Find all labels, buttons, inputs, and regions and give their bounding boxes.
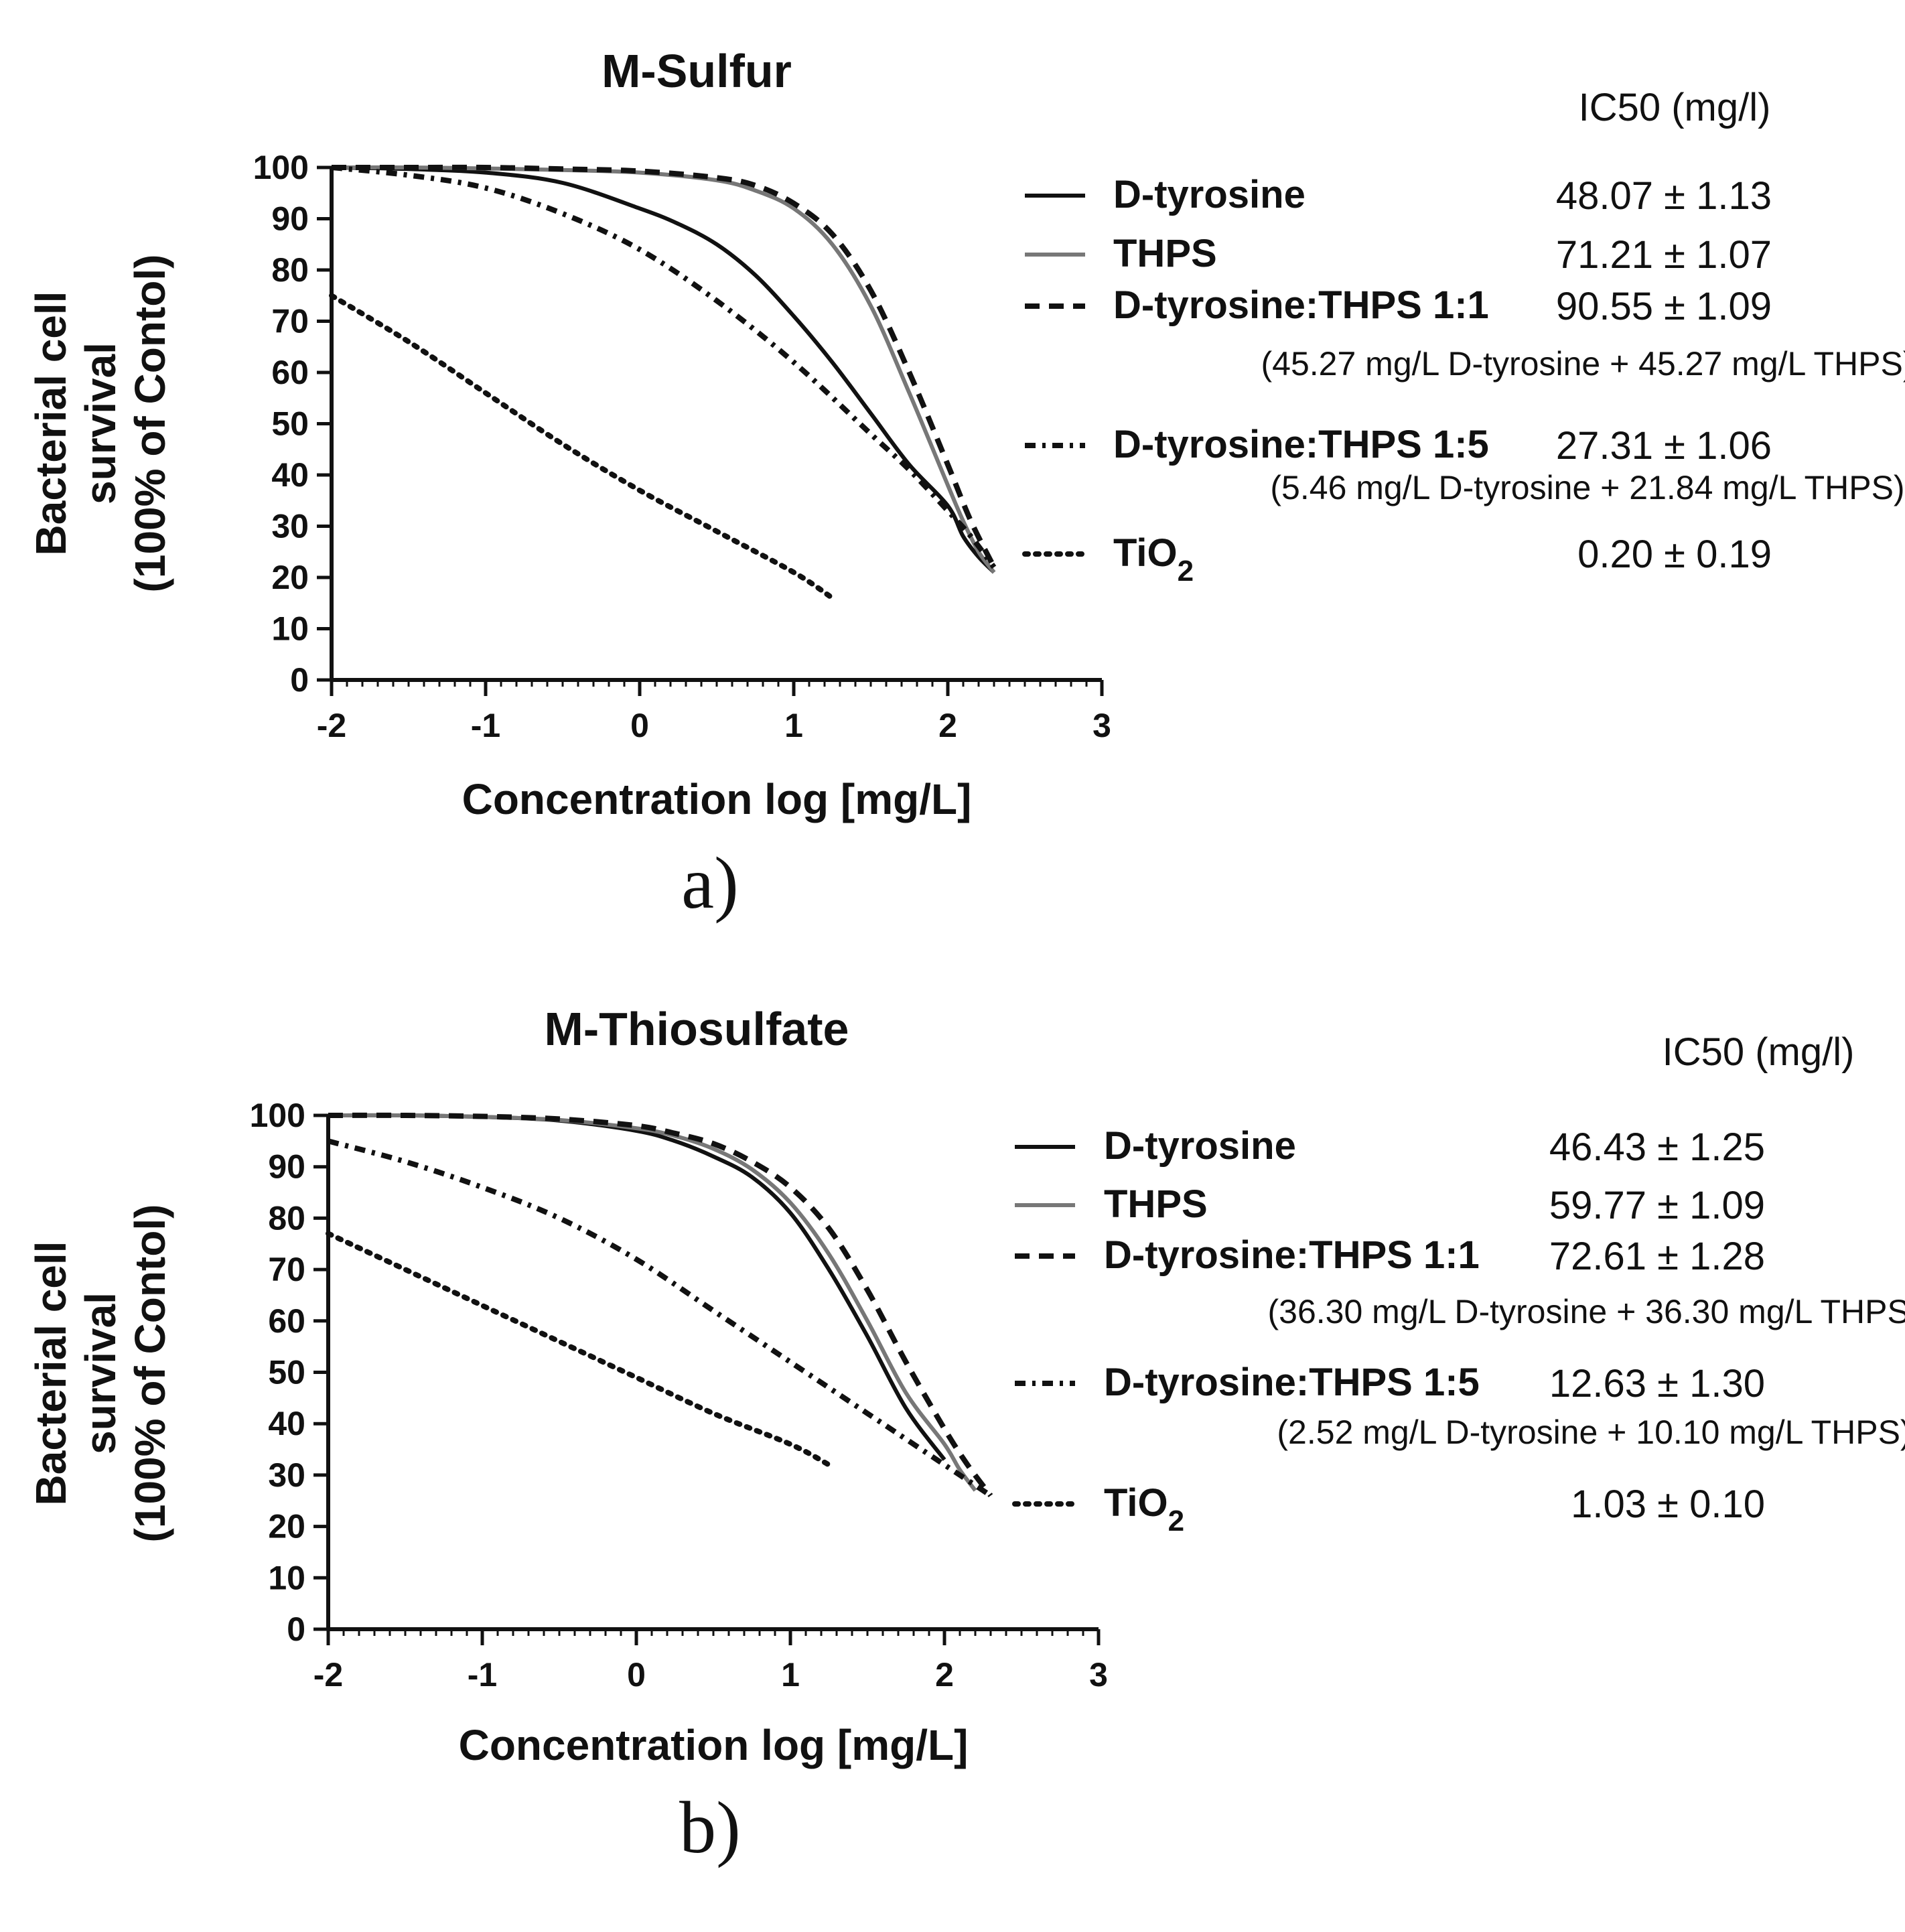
y-tick-label: 0 [287, 1610, 305, 1648]
x-tick-label: -1 [468, 1656, 497, 1694]
x-tick-label: 1 [784, 707, 803, 744]
y-tick-label: 50 [271, 405, 309, 443]
y-tick-label: 100 [250, 1097, 305, 1134]
x-axis-label: Concentration log [mg/L] [459, 1721, 969, 1769]
legend-label: D-tyrosine [1113, 173, 1306, 216]
y-tick-label: 70 [271, 303, 309, 340]
ic50-value: 1.03 ± 0.10 [1571, 1482, 1765, 1526]
y-tick-label: 100 [253, 149, 309, 186]
ic50-value: 71.21 ± 1.07 [1556, 233, 1772, 277]
x-tick-label: 3 [1089, 1656, 1108, 1694]
series-line-2 [331, 164, 997, 569]
x-tick-label: -2 [317, 707, 346, 744]
x-tick-label: 0 [627, 1656, 646, 1694]
legend-composition: (5.46 mg/L D-tyrosine + 21.84 mg/L THPS) [1270, 469, 1904, 506]
ic50-value: 0.20 ± 0.19 [1577, 533, 1772, 576]
series-line-4 [326, 1231, 832, 1468]
ic50-header: IC50 (mg/l) [1663, 1030, 1855, 1074]
y-tick-label: 10 [271, 610, 309, 648]
y-tick-label: 40 [271, 456, 309, 494]
x-tick-label: 2 [938, 707, 957, 744]
legend-label: D-tyrosine:THPS 1:5 [1113, 423, 1489, 466]
y-tick-label: 0 [290, 661, 309, 699]
ic50-value: 48.07 ± 1.13 [1556, 174, 1772, 218]
series-line-3 [331, 165, 997, 569]
y-tick-label: 90 [268, 1148, 305, 1186]
y-axis-label-line: (100% of Contol) [126, 1204, 174, 1543]
legend-label-subscript: 2 [1178, 555, 1194, 588]
y-tick-label: 80 [271, 251, 309, 289]
legend-label-subscript: 2 [1168, 1505, 1184, 1537]
legend-composition: (2.52 mg/L D-tyrosine + 10.10 mg/L THPS) [1277, 1413, 1905, 1451]
y-tick-label: 20 [268, 1508, 305, 1545]
legend-label-part: TiO [1113, 531, 1178, 575]
series-line-3 [327, 1138, 993, 1498]
y-tick-label: 30 [268, 1456, 305, 1494]
panel-label: a) [681, 842, 738, 924]
y-axis-label-line: Bacterial cell [27, 291, 75, 556]
series-line-2 [328, 1112, 993, 1497]
ic50-value: 59.77 ± 1.09 [1549, 1184, 1765, 1227]
x-tick-label: 2 [935, 1656, 954, 1694]
x-tick-label: -2 [313, 1656, 343, 1694]
ic50-value: 90.55 ± 1.09 [1556, 285, 1772, 328]
panel-label: b) [679, 1787, 741, 1868]
chart-panel-a: M-Sulfur 0 10 20 30 40 50 60 70 80 90 100 -2 -1 0 1 2 3 Co… [27, 45, 1905, 924]
legend-label: D-tyrosine:THPS 1:1 [1113, 283, 1489, 327]
ic50-header: IC50 (mg/l) [1579, 86, 1771, 129]
legend-composition: (36.30 mg/L D-tyrosine + 36.30 mg/L THPS… [1268, 1293, 1905, 1330]
legend-label: D-tyrosine:THPS 1:1 [1104, 1233, 1480, 1277]
x-tick-label: -1 [471, 707, 500, 744]
legend-label: THPS [1113, 232, 1217, 275]
y-tick-label: 90 [271, 200, 309, 238]
ic50-value: 27.31 ± 1.06 [1556, 424, 1772, 468]
y-axis-label-line: (100% of Contol) [126, 255, 174, 593]
legend-label-part: TiO [1104, 1481, 1168, 1525]
x-tick-label: 0 [630, 707, 649, 744]
y-tick-label: 50 [268, 1354, 305, 1391]
chart-title: M-Sulfur [602, 45, 792, 97]
series-line-0 [331, 165, 996, 574]
series-line-1 [331, 165, 996, 574]
x-tick-label: 1 [781, 1656, 800, 1694]
y-tick-label: 70 [268, 1251, 305, 1288]
y-tick-label: 20 [271, 559, 309, 596]
y-axis-label: Bacterial cellsurvival(100% of Contol) [27, 1204, 174, 1543]
y-tick-label: 60 [268, 1302, 305, 1340]
ic50-value: 12.63 ± 1.30 [1549, 1362, 1765, 1405]
x-tick-label: 3 [1092, 707, 1111, 744]
series-line-4 [329, 293, 835, 601]
ic50-value: 72.61 ± 1.28 [1549, 1235, 1765, 1278]
y-tick-label: 40 [268, 1405, 305, 1442]
chart-panel-b: M-Thiosulfate 0 10 20 30 40 50 60 70 80 90 100 -2 -1 0… [27, 1003, 1905, 1868]
x-axis-label: Concentration log [mg/L] [462, 775, 972, 823]
y-axis-label-line: survival [76, 342, 125, 504]
legend-label: D-tyrosine [1104, 1124, 1296, 1168]
legend-label: TiO2 [1104, 1481, 1184, 1537]
legend-composition: (45.27 mg/L D-tyrosine + 45.27 mg/L THPS… [1261, 345, 1905, 383]
y-axis-label-line: survival [76, 1292, 125, 1454]
ic50-value: 46.43 ± 1.25 [1549, 1125, 1765, 1169]
legend-label: TiO2 [1113, 531, 1194, 588]
legend-label: D-tyrosine:THPS 1:5 [1104, 1361, 1480, 1404]
y-tick-label: 80 [268, 1199, 305, 1237]
y-tick-label: 10 [268, 1559, 305, 1596]
y-tick-label: 60 [271, 354, 309, 391]
y-tick-label: 30 [271, 508, 309, 545]
y-axis-label-line: Bacterial cell [27, 1241, 75, 1506]
legend-label: THPS [1104, 1182, 1208, 1226]
y-axis-label: Bacterial cellsurvival(100% of Contol) [27, 255, 174, 593]
chart-title: M-Thiosulfate [545, 1003, 849, 1055]
